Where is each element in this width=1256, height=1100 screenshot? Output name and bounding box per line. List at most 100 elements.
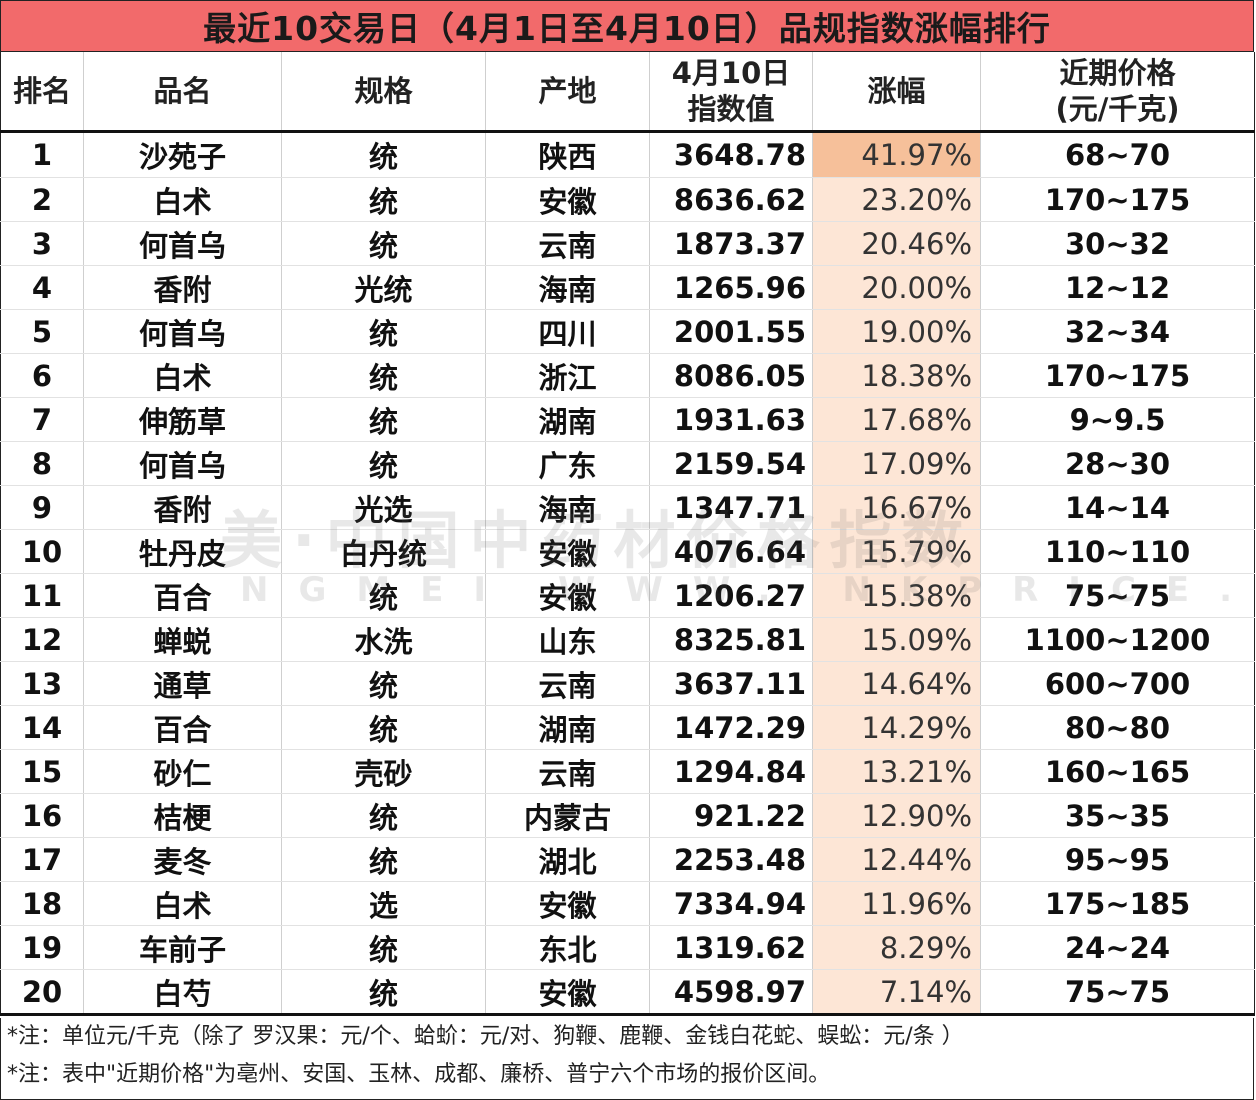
cell-rank: 11	[0, 573, 84, 618]
cell-spec: 选	[281, 881, 486, 926]
cell-spec: 统	[281, 837, 486, 882]
cell-rank: 4	[0, 265, 84, 310]
cell-index-value: 1931.63	[649, 397, 813, 442]
table-row: 7 伸筋草统湖南 1931.63 17.68% 9~9.5	[0, 397, 1255, 442]
cell-rank: 2	[0, 177, 84, 222]
note-price-source: *注：表中"近期价格"为亳州、安国、玉林、成都、廉桥、普宁六个市场的报价区间。	[7, 1062, 831, 1087]
cell-rank: 3	[0, 221, 84, 266]
cell-price: 32~34	[980, 309, 1255, 354]
cell-origin: 浙江	[485, 353, 650, 398]
cell-spec: 统	[281, 221, 486, 266]
cell-index-value: 2159.54	[649, 441, 813, 486]
cell-name: 香附	[83, 265, 282, 310]
table-row: 15 砂仁 壳砂 云南 1294.84 13.21% 160~165	[0, 749, 1255, 794]
cell-price: 24~24	[980, 925, 1255, 970]
table-row: 17 麦冬统湖北 2253.48 12.44% 95~95	[0, 837, 1255, 882]
cell-rank: 7	[0, 397, 84, 442]
table-row: 3 何首乌统云南 1873.37 20.46% 30~32	[0, 221, 1255, 266]
cell-rank: 17	[0, 837, 84, 882]
cell-index-value: 1472.29	[649, 705, 813, 750]
cell-change: 12.44%	[812, 837, 981, 882]
cell-index-value: 7334.94	[649, 881, 813, 926]
cell-change: 17.09%	[812, 441, 981, 486]
cell-price: 170~175	[980, 177, 1255, 222]
header-price-line2: (元/千克)	[1055, 92, 1180, 126]
cell-spec: 水洗	[281, 617, 486, 662]
cell-name: 伸筋草	[83, 397, 282, 442]
cell-name: 百合	[83, 705, 282, 750]
cell-price: 175~185	[980, 881, 1255, 926]
cell-change: 19.00%	[812, 309, 981, 354]
cell-spec: 统	[281, 573, 486, 618]
table-row: 20 白芍统安徽 4598.97 7.14% 75~75	[0, 969, 1255, 1016]
table-row: 8 何首乌统广东 2159.54 17.09% 28~30	[0, 441, 1255, 486]
notes-area: *注：单位元/千克（除了 罗汉果：元/个、蛤蚧：元/对、狗鞭、鹿鞭、金钱白花蛇、…	[0, 1018, 1254, 1100]
cell-price: 170~175	[980, 353, 1255, 398]
cell-price: 1100~1200	[980, 617, 1255, 662]
cell-change: 15.79%	[812, 529, 981, 574]
cell-origin: 海南	[485, 485, 650, 530]
cell-index-value: 8325.81	[649, 617, 813, 662]
cell-change: 20.46%	[812, 221, 981, 266]
cell-origin: 内蒙古	[485, 793, 650, 838]
cell-name: 百合	[83, 573, 282, 618]
ranking-table: 排名 品名 规格 产地 4月10日 指数值 涨幅 近期价格 (元/千克) 1 沙苑…	[0, 52, 1255, 1016]
table-row: 19 车前子统东北 1319.62 8.29% 24~24	[0, 925, 1255, 970]
header-index-line1: 4月10日	[671, 56, 791, 90]
cell-index-value: 1347.71	[649, 485, 813, 530]
cell-price: 12~12	[980, 265, 1255, 310]
header-spec: 规格	[281, 52, 486, 133]
cell-index-value: 4076.64	[649, 529, 813, 574]
cell-price: 14~14	[980, 485, 1255, 530]
cell-change: 18.38%	[812, 353, 981, 398]
cell-index-value: 2001.55	[649, 309, 813, 354]
cell-spec: 统	[281, 397, 486, 442]
table-row: 2 白术统安徽 8636.62 23.20% 170~175	[0, 177, 1255, 222]
cell-spec: 统	[281, 969, 486, 1016]
cell-price: 28~30	[980, 441, 1255, 486]
cell-name: 白术	[83, 881, 282, 926]
cell-rank: 16	[0, 793, 84, 838]
cell-spec: 白丹统	[281, 529, 486, 574]
cell-origin: 陕西	[485, 131, 650, 178]
cell-change: 12.90%	[812, 793, 981, 838]
table-row: 16 桔梗统内蒙古 921.22 12.90% 35~35	[0, 793, 1255, 838]
header-change: 涨幅	[812, 52, 981, 133]
cell-rank: 5	[0, 309, 84, 354]
table-row: 6 白术统浙江 8086.05 18.38% 170~175	[0, 353, 1255, 398]
cell-origin: 海南	[485, 265, 650, 310]
table-body: 1 沙苑子统陕西 3648.78 41.97% 68~70 2 白术统安徽 8636.62 23…	[0, 131, 1255, 1016]
cell-origin: 安徽	[485, 529, 650, 574]
cell-rank: 10	[0, 529, 84, 574]
cell-price: 75~75	[980, 573, 1255, 618]
cell-name: 何首乌	[83, 441, 282, 486]
cell-origin: 安徽	[485, 969, 650, 1016]
cell-name: 白芍	[83, 969, 282, 1016]
cell-name: 麦冬	[83, 837, 282, 882]
cell-price: 600~700	[980, 661, 1255, 706]
cell-price: 75~75	[980, 969, 1255, 1016]
note-unit: *注：单位元/千克（除了 罗汉果：元/个、蛤蚧：元/对、狗鞭、鹿鞭、金钱白花蛇、…	[7, 1024, 964, 1049]
cell-change: 7.14%	[812, 969, 981, 1016]
header-price: 近期价格 (元/千克)	[980, 52, 1255, 133]
table-row: 13 通草统云南 3637.11 14.64% 600~700	[0, 661, 1255, 706]
cell-spec: 统	[281, 793, 486, 838]
cell-index-value: 8636.62	[649, 177, 813, 222]
cell-name: 香附	[83, 485, 282, 530]
cell-rank: 9	[0, 485, 84, 530]
cell-price: 9~9.5	[980, 397, 1255, 442]
cell-change: 41.97%	[812, 131, 981, 178]
cell-rank: 20	[0, 969, 84, 1016]
cell-rank: 1	[0, 131, 84, 178]
cell-name: 白术	[83, 353, 282, 398]
cell-origin: 四川	[485, 309, 650, 354]
cell-index-value: 1265.96	[649, 265, 813, 310]
cell-spec: 统	[281, 309, 486, 354]
cell-index-value: 1294.84	[649, 749, 813, 794]
cell-index-value: 921.22	[649, 793, 813, 838]
cell-price: 160~165	[980, 749, 1255, 794]
cell-price: 30~32	[980, 221, 1255, 266]
cell-change: 14.64%	[812, 661, 981, 706]
cell-origin: 湖南	[485, 705, 650, 750]
